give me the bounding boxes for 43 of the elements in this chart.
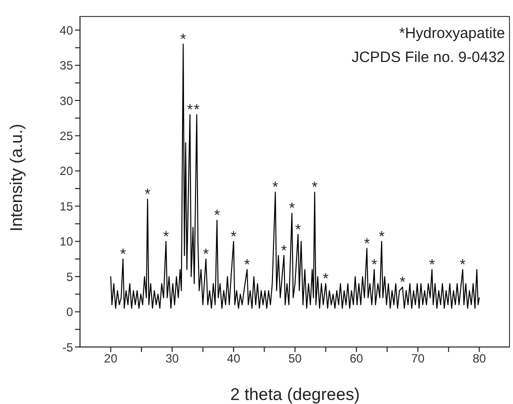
annotation: *	[378, 228, 385, 246]
annotation: *	[460, 256, 466, 274]
annotation: *	[312, 179, 318, 196]
annotation: *Hydroxyapatite	[398, 24, 505, 44]
annotation: *	[281, 242, 288, 260]
annotation: *	[144, 186, 151, 204]
annotation: *	[272, 179, 278, 196]
x-tick-label: 40	[226, 352, 241, 366]
annotation: *	[187, 102, 194, 119]
y-tick-label: 10	[60, 234, 74, 249]
annotation: *	[400, 274, 406, 292]
annotation: *	[244, 256, 250, 274]
y-axis-title: Intensity (a.u.)	[7, 124, 26, 232]
annotation: *	[230, 228, 237, 246]
y-tick-label: 5	[66, 270, 74, 284]
annotation: *	[322, 270, 329, 288]
annotation: *	[194, 102, 200, 119]
annotation: *	[163, 228, 170, 246]
x-tick-label: 80	[472, 352, 486, 366]
annotation: *	[180, 31, 186, 48]
y-tick-label: 0	[66, 305, 74, 320]
x-tick-label: 50	[288, 352, 302, 366]
annotation: *	[371, 256, 378, 274]
x-tick-label: 30	[165, 352, 180, 366]
y-tick-label: 30	[60, 94, 74, 108]
y-tick-label: 35	[60, 58, 74, 73]
annotation: *	[203, 246, 210, 263]
x-tick-label: 70	[411, 352, 425, 366]
y-tick-label: 25	[60, 128, 74, 143]
x-axis-title: 2 theta (degrees)	[230, 385, 360, 404]
y-tick-label: 40	[60, 23, 74, 38]
x-tick-label: 20	[104, 352, 118, 366]
annotation: *	[289, 200, 296, 218]
y-tick-label: -5	[62, 340, 74, 354]
annotation: *	[120, 246, 126, 263]
annotation: *	[295, 221, 302, 238]
annotation: *	[429, 256, 436, 274]
y-tick-label: 15	[60, 199, 74, 214]
annotation: *	[214, 207, 220, 224]
y-tick-label: 20	[60, 164, 74, 178]
annotation: JCPDS File no. 9-0432	[352, 48, 505, 68]
annotation: *	[364, 235, 370, 252]
x-tick-label: 60	[350, 352, 364, 366]
